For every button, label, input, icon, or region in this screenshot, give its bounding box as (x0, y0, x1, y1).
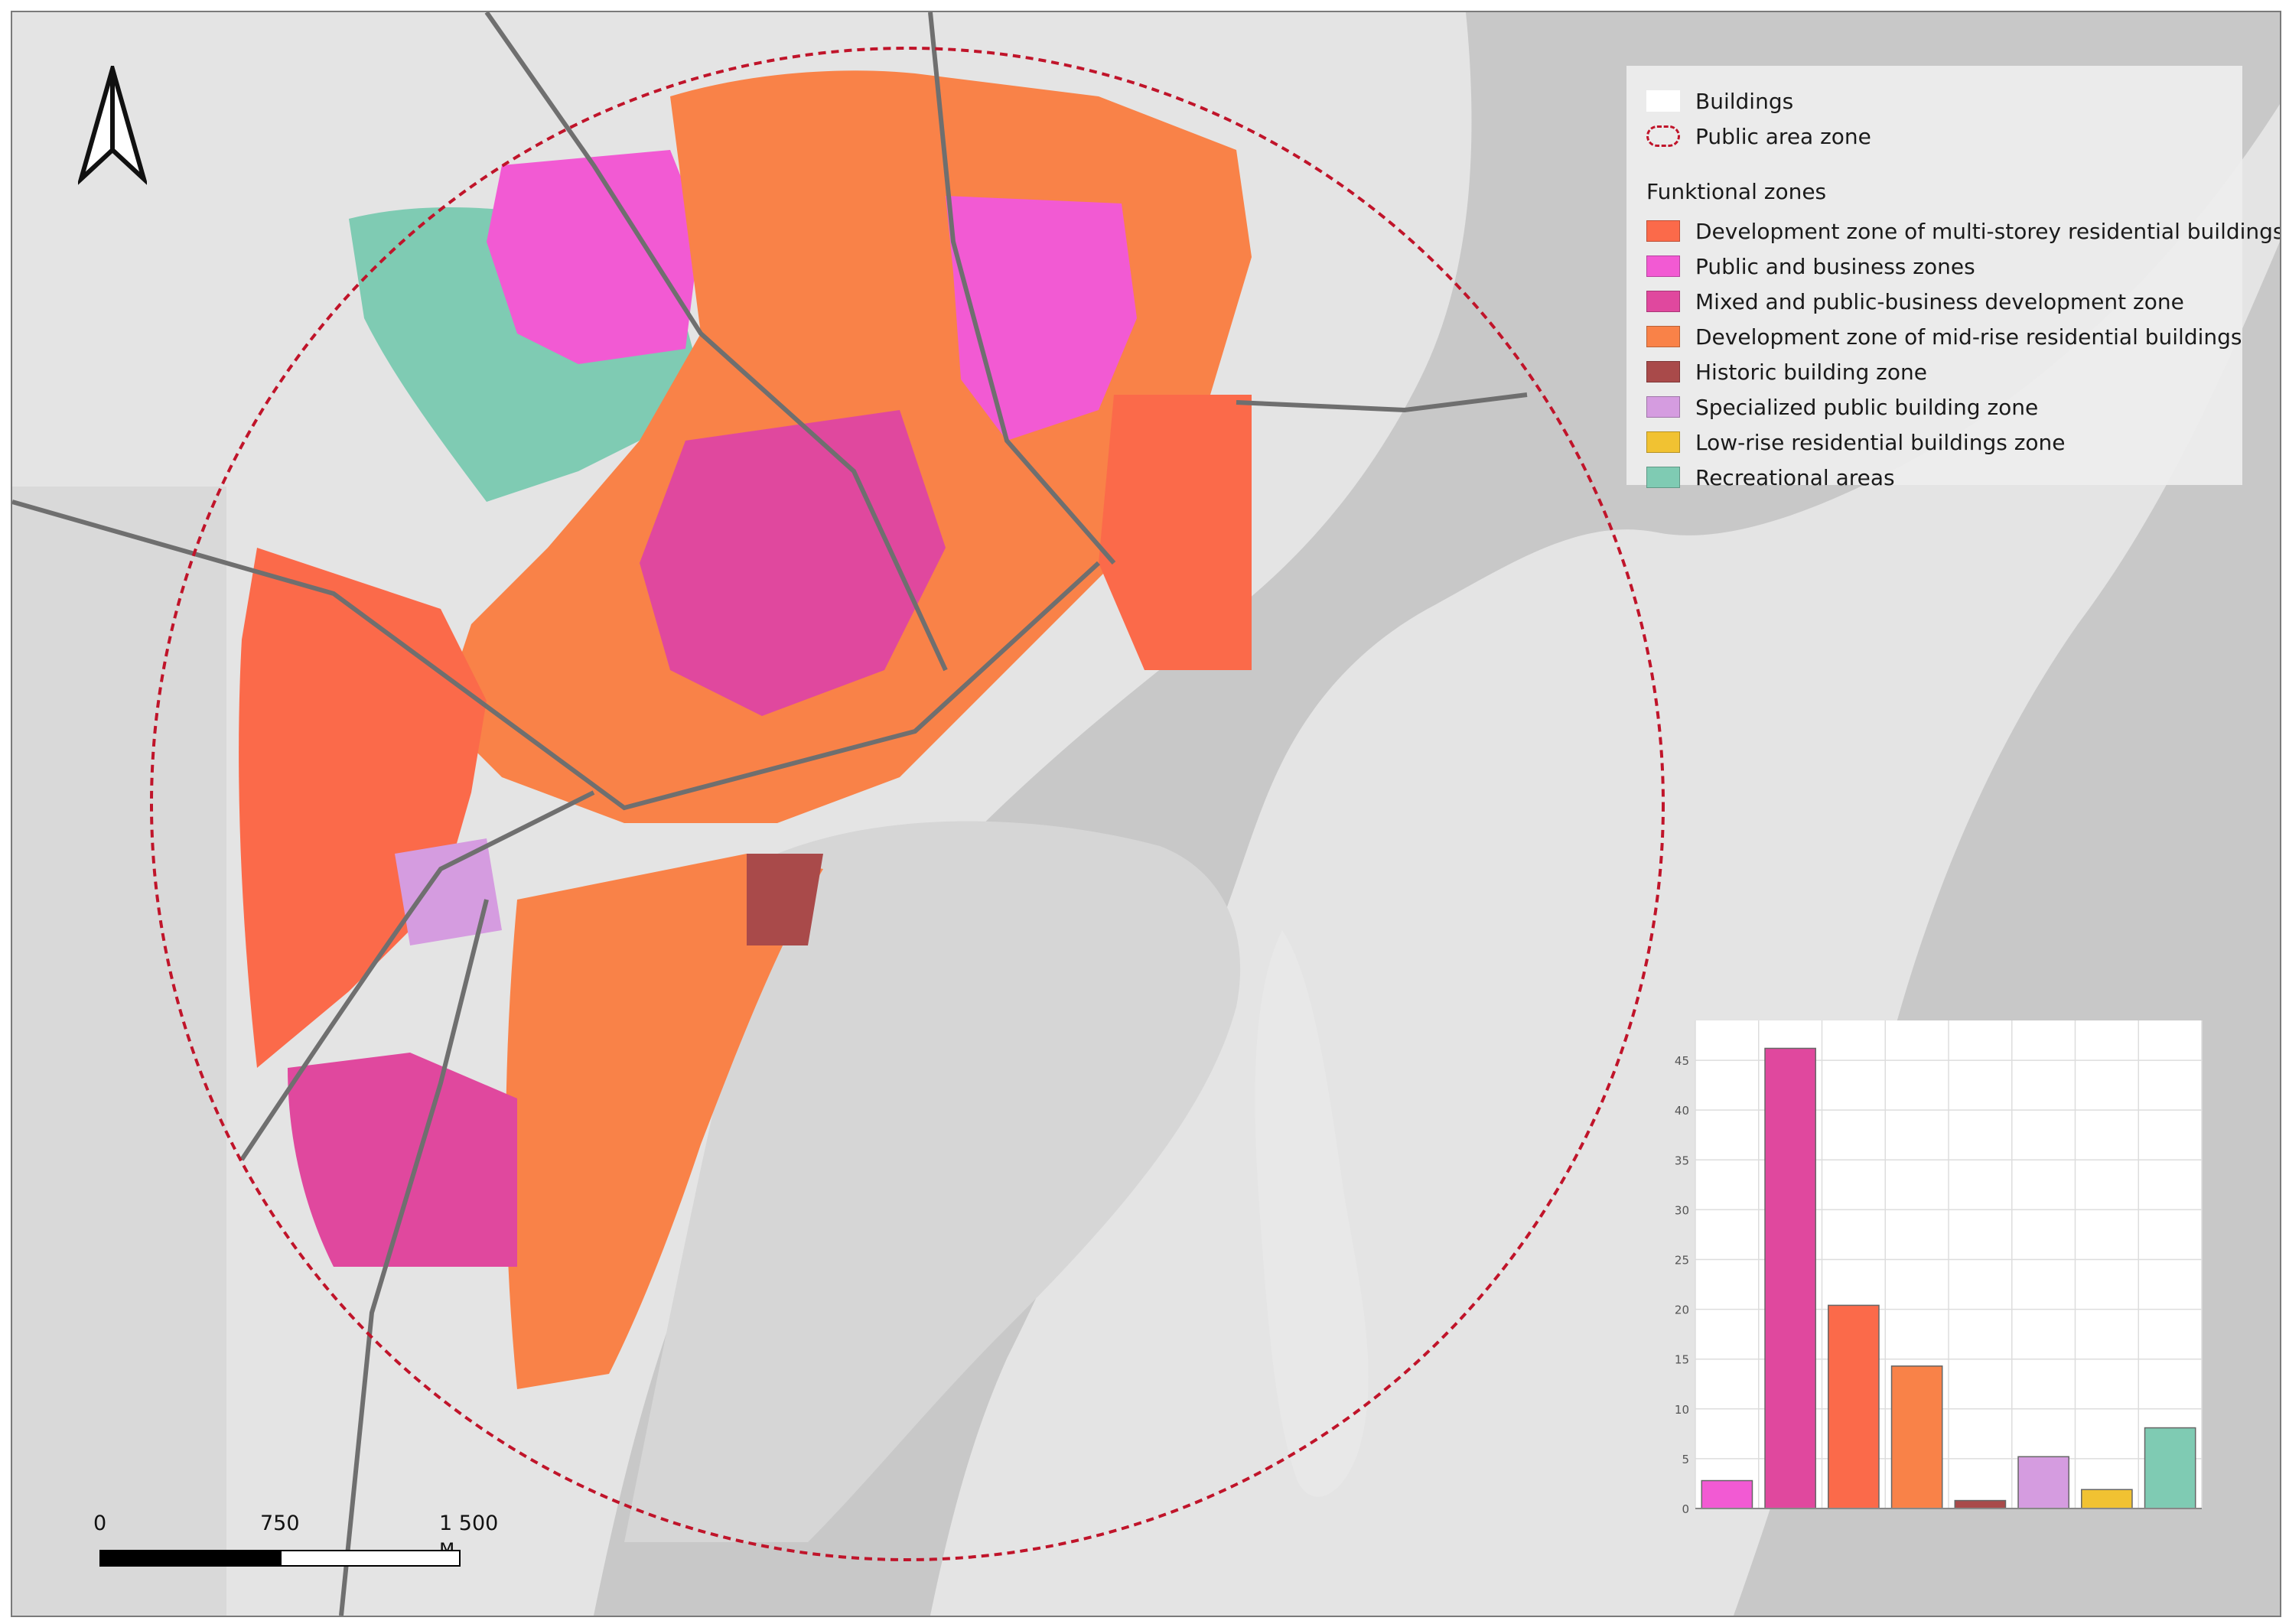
zone-multi-storey-east (1099, 395, 1252, 670)
legend-label-zone: Specialized public building zone (1695, 394, 2039, 420)
legend-label-zone: Mixed and public-business development zo… (1695, 288, 2184, 314)
legend-swatch-zone (1646, 255, 1680, 277)
zone-multi-storey-west (239, 548, 487, 1068)
scale-label-0: 0 (93, 1512, 107, 1535)
legend-swatch-public-area (1646, 125, 1680, 147)
legend-row-zone: Recreational areas (1646, 462, 1895, 493)
chart-bar (1954, 1499, 2007, 1509)
chart-ytick-label: 35 (1675, 1154, 1689, 1167)
legend-swatch-zone (1646, 220, 1680, 242)
chart-ytick-label: 5 (1682, 1453, 1689, 1466)
legend-label-zone: Development zone of multi-storey residen… (1695, 218, 2281, 244)
zone-historic (747, 854, 823, 945)
legend-label-zone: Low-rise residential buildings zone (1695, 429, 2066, 455)
chart-ytick-label: 40 (1675, 1104, 1689, 1118)
chart-ytick-label: 45 (1675, 1054, 1689, 1068)
legend-label-zone: Public and business zones (1695, 253, 1975, 279)
legend-row-zone: Specialized public building zone (1646, 392, 2038, 422)
public-area-zone-circle (150, 47, 1665, 1561)
zone-mixed-south (288, 1053, 517, 1267)
map-frame[interactable]: Buildings Public area zone Funktional zo… (11, 11, 2281, 1617)
legend-row-zone: Historic building zone (1646, 356, 1927, 387)
legend-label-zone: Recreational areas (1695, 464, 1895, 490)
legend-row-public-area: Public area zone (1646, 121, 1871, 151)
legend-swatch-buildings (1646, 90, 1680, 112)
legend-swatch-zone (1646, 326, 1680, 347)
chart-bar (2017, 1456, 2069, 1509)
chart-bar (1828, 1304, 1880, 1509)
sand-island-right (1255, 930, 1369, 1497)
chart-bar (2144, 1427, 2196, 1509)
zone-share-chart: 0 5 10 15 20 25 30 35 40 45 (1675, 1020, 2203, 1516)
legend-swatch-zone (1646, 467, 1680, 488)
north-arrow-icon (78, 66, 147, 185)
chart-bar (1701, 1479, 1753, 1509)
scale-bar-black (99, 1550, 280, 1567)
legend-swatch-zone (1646, 431, 1680, 453)
chart-ytick-label: 30 (1675, 1203, 1689, 1217)
legend-swatch-zone (1646, 396, 1680, 418)
chart-bar (1764, 1047, 1816, 1509)
legend-label-buildings: Buildings (1695, 88, 1794, 114)
scale-label-750: 750 (260, 1512, 300, 1535)
chart-ytick-label: 15 (1675, 1353, 1689, 1367)
legend-row-zone: Development zone of multi-storey residen… (1646, 216, 2281, 246)
legend-row-zone: Low-rise residential buildings zone (1646, 427, 2066, 457)
chart-bar (2081, 1489, 2133, 1509)
public-business-north (487, 150, 701, 364)
zone-public-business-center (946, 196, 1137, 441)
road-network (12, 12, 1528, 1616)
scale-bar: 0 750 1 500 м (89, 1512, 502, 1573)
legend-label-zone: Historic building zone (1695, 359, 1927, 385)
zone-mixed-center (640, 410, 946, 716)
legend-swatch-zone (1646, 361, 1680, 382)
legend-row-zone: Public and business zones (1646, 251, 1975, 282)
chart-ytick-label: 0 (1682, 1502, 1689, 1516)
chart-ytick-label: 10 (1675, 1403, 1689, 1417)
zone-multi-storey-south (506, 854, 823, 1389)
map-legend: Buildings Public area zone Funktional zo… (1626, 66, 2280, 490)
legend-row-zone: Development zone of mid-rise residential… (1646, 321, 2242, 352)
zone-specialized (395, 838, 502, 945)
legend-swatch-zone (1646, 291, 1680, 312)
legend-label-zone: Development zone of mid-rise residential… (1695, 324, 2242, 350)
legend-label-public-area: Public area zone (1695, 123, 1871, 149)
scale-bar-white (280, 1550, 461, 1567)
river-island (624, 821, 1241, 1542)
legend-heading: Funktional zones (1646, 179, 1827, 204)
chart-ytick-label: 20 (1675, 1303, 1689, 1317)
left-district (12, 487, 226, 1616)
legend-row-zone: Mixed and public-business development zo… (1646, 286, 2184, 317)
legend-row-buildings: Buildings (1646, 86, 1793, 116)
chart-ytick-label: 25 (1675, 1253, 1689, 1267)
chart-bar (1890, 1365, 1943, 1509)
